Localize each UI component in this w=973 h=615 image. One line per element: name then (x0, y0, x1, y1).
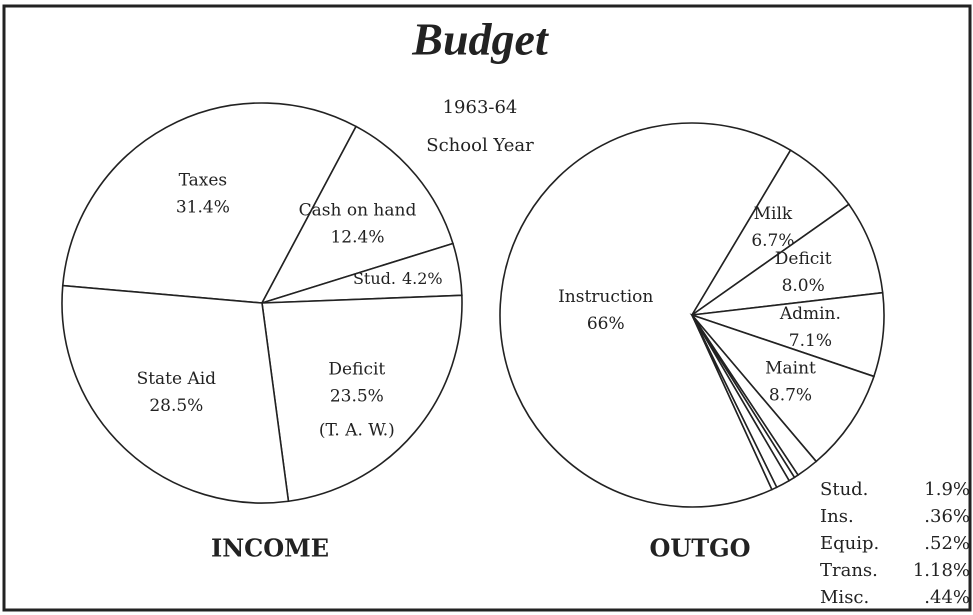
slice-label: Maint (765, 358, 816, 378)
annotation: (T. A. W.) (319, 420, 395, 440)
value-label: 66% (587, 314, 625, 334)
value-label: .52% (924, 533, 970, 554)
slice-label: Instruction (558, 287, 653, 307)
term: School Year (426, 135, 534, 156)
pie-title: INCOME (211, 534, 329, 563)
slice-label: Misc. (820, 587, 869, 608)
value-label: 12.4% (330, 227, 384, 247)
slice-label: Deficit (775, 249, 832, 269)
value-label: 1.9% (924, 479, 970, 500)
year: 1963-64 (443, 97, 518, 118)
slice-label: Admin. (779, 304, 841, 324)
value-label: 7.1% (789, 331, 832, 351)
slice-label: Deficit (328, 359, 385, 379)
title: Budget (411, 14, 549, 65)
slice-label: Trans. (820, 560, 878, 581)
value-label: .44% (924, 587, 970, 608)
value-label: 23.5% (330, 386, 384, 406)
slice-label: Ins. (820, 506, 854, 527)
value-label: 28.5% (149, 396, 203, 416)
slice-label: Equip. (820, 533, 879, 554)
pie-title: OUTGO (649, 534, 750, 563)
slice-label: Milk (754, 204, 793, 224)
slice-label: Cash on hand (299, 200, 417, 220)
value-label: 4.2% (402, 269, 443, 288)
slice-label: Taxes (179, 171, 228, 191)
budget-chart: Budget 1963-64 School Year INCOME Taxes 31… (0, 0, 973, 615)
slice-label: Stud. (820, 479, 868, 500)
slice-label: State Aid (137, 369, 217, 389)
value-label: .36% (924, 506, 970, 527)
value-label: 8.7% (769, 385, 812, 405)
value-label: 31.4% (176, 198, 230, 218)
slice-label: Stud. (353, 269, 396, 288)
slice (62, 286, 288, 503)
value-label: 8.0% (782, 276, 825, 296)
value-label: 1.18% (913, 560, 970, 581)
